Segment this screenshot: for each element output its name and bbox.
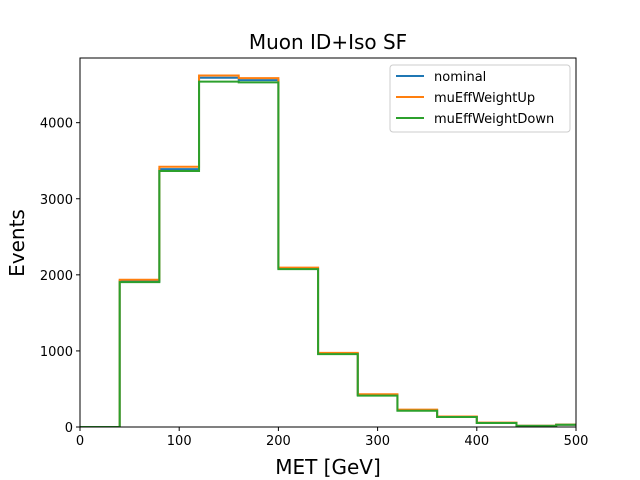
y-tick-label: 0 (65, 421, 73, 436)
y-tick-label: 4000 (40, 117, 73, 132)
x-tick-label: 500 (564, 434, 589, 449)
legend-box (389, 64, 571, 133)
x-tick-label: 200 (266, 434, 291, 449)
chart-title: Muon ID+Iso SF (249, 30, 407, 54)
y-tick-label: 2000 (40, 269, 73, 284)
legend-label-nominal: nominal (434, 70, 486, 85)
series-group (80, 74, 576, 427)
y-axis-label: Events (5, 209, 29, 277)
x-tick-label: 400 (464, 434, 489, 449)
axes-frame (79, 57, 577, 428)
x-tick-label: 100 (167, 434, 192, 449)
y-tick-label: 3000 (40, 193, 73, 208)
x-tick-label: 300 (365, 434, 390, 449)
legend-label-muEffWeightDown: muEffWeightDown (434, 112, 554, 127)
legend-label-muEffWeightUp: muEffWeightUp (434, 91, 535, 106)
series-line-muEffWeightDown (80, 80, 576, 427)
x-axis-label: MET [GeV] (275, 455, 381, 479)
x-tick-label: 0 (76, 434, 84, 449)
y-tick-label: 1000 (40, 345, 73, 360)
legend: nominal muEffWeightUp muEffWeightDown (389, 64, 571, 133)
plot-area: 0 100 200 300 400 500 0 1000 2000 3000 4000 (40, 57, 589, 449)
